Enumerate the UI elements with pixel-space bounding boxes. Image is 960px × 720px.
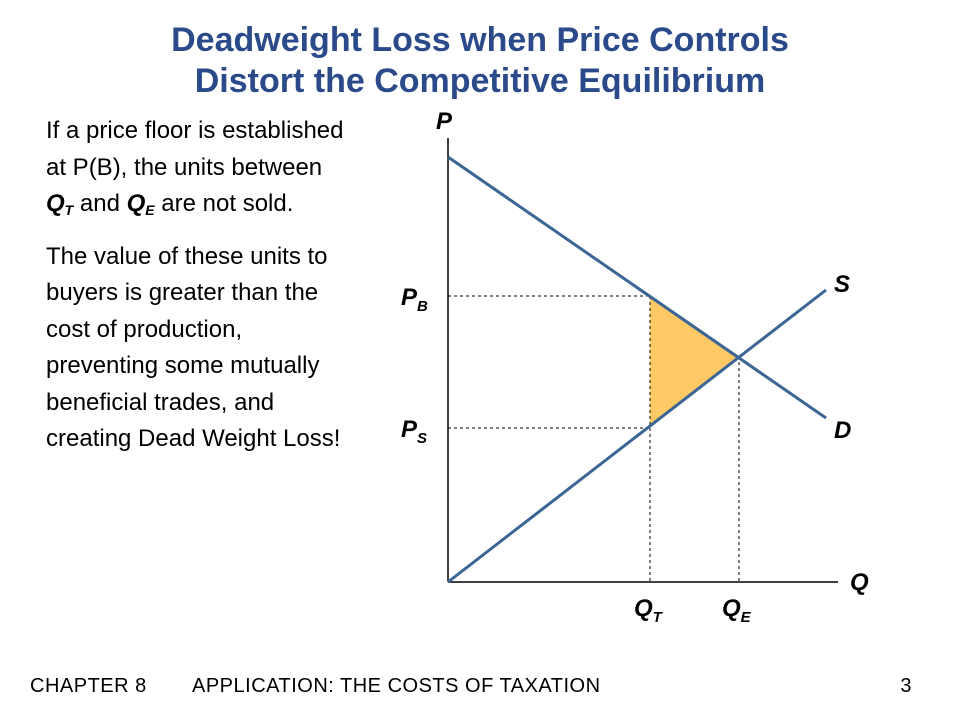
paragraph-1-text-b: and — [73, 190, 127, 217]
chapter-topic: APPLICATION: THE COSTS OF TAXATION — [192, 675, 601, 697]
deadweight-loss-triangle — [650, 296, 739, 428]
paragraph-1-text-a: If a price floor is established at P(B),… — [46, 117, 344, 181]
paragraph-price-floor: If a price floor is established at P(B),… — [46, 113, 346, 229]
y-axis-label: P — [436, 108, 453, 135]
paragraph-value: The value of these units to buyers is gr… — [46, 242, 341, 453]
x-axis-label: Q — [850, 569, 869, 596]
pb-label: PB — [401, 284, 428, 315]
supply-curve — [447, 288, 827, 584]
chapter-label: CHAPTER 8 — [30, 675, 147, 697]
qt-symbol: QT — [46, 190, 74, 218]
page-number: 3 — [900, 675, 912, 697]
qe-label: QE — [722, 595, 752, 626]
ps-label: PS — [401, 416, 427, 447]
slide-title: Deadweight Loss when Price Controls Dist… — [0, 20, 960, 102]
qt-label: QT — [634, 595, 664, 626]
explanation-text: If a price floor is established at P(B),… — [46, 113, 346, 458]
paragraph-1-text-c: are not sold. — [154, 190, 294, 217]
slide-footer: CHAPTER 8 APPLICATION: THE COSTS OF TAXA… — [0, 675, 960, 705]
qe-symbol: QE — [126, 190, 155, 218]
title-line-2: Distort the Competitive Equilibrium — [194, 62, 766, 100]
supply-label: S — [834, 271, 850, 298]
title-line-1: Deadweight Loss when Price Controls — [171, 21, 789, 59]
demand-curve — [447, 155, 827, 420]
demand-label: D — [834, 417, 851, 444]
